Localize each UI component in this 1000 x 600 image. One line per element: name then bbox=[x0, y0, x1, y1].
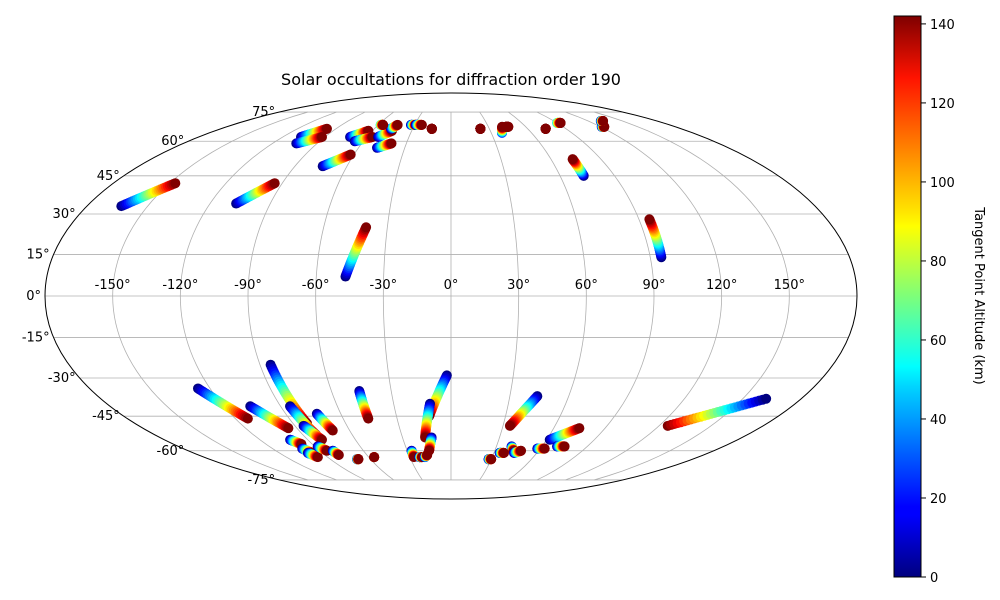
occultation-point bbox=[567, 154, 578, 165]
occultation-point bbox=[486, 454, 497, 465]
grid-meridian bbox=[565, 111, 723, 481]
occultation-point bbox=[559, 441, 570, 452]
occultation-point bbox=[369, 452, 380, 463]
occultation-point bbox=[363, 413, 374, 424]
occultation-point bbox=[422, 450, 433, 461]
lat-tick-label: 15° bbox=[27, 247, 50, 262]
lat-tick-label: -75° bbox=[247, 473, 275, 488]
lon-tick-label: -150° bbox=[95, 278, 131, 293]
occultation-point bbox=[242, 413, 253, 424]
occultation-point bbox=[312, 452, 323, 463]
graticule bbox=[45, 111, 857, 481]
map-boundary bbox=[44, 92, 858, 500]
occultation-point bbox=[555, 117, 566, 128]
occultation-point bbox=[475, 123, 486, 134]
lon-tick-label: -30° bbox=[369, 278, 397, 293]
occultation-point bbox=[283, 423, 294, 434]
grid-meridian bbox=[536, 111, 655, 481]
occultation-point bbox=[327, 425, 338, 436]
lat-tick-label: 60° bbox=[161, 134, 184, 149]
colorbar: 0 20 40 60 80 100 120 140 Tangent Point Altitud… bbox=[893, 15, 986, 586]
colorbar-tick-label: 120 bbox=[930, 97, 955, 112]
grid-meridian bbox=[315, 111, 394, 481]
lat-tick-label: 45° bbox=[97, 169, 120, 184]
occultation-point bbox=[574, 423, 585, 434]
occultation-point bbox=[386, 138, 397, 149]
lon-tick-label: 0° bbox=[444, 278, 459, 293]
occultation-point bbox=[321, 123, 332, 134]
grid-meridian bbox=[112, 111, 308, 481]
colorbar-tick-label: 20 bbox=[930, 492, 947, 507]
lon-tick-label: 60° bbox=[575, 278, 598, 293]
colorbar-label: Tangent Point Altitude (km) bbox=[971, 206, 986, 384]
lat-tick-label: 30° bbox=[53, 207, 76, 222]
lon-tick-label: -60° bbox=[302, 278, 330, 293]
grid-meridian bbox=[594, 111, 790, 481]
colorbar-tick-label: 60 bbox=[930, 334, 947, 349]
occultation-point bbox=[317, 131, 328, 142]
occultation-point bbox=[761, 393, 772, 404]
colorbar-gradient bbox=[893, 15, 922, 578]
colorbar-tick-label: 0 bbox=[930, 571, 938, 586]
occultation-point bbox=[539, 443, 550, 454]
lon-tick-label: 120° bbox=[706, 278, 737, 293]
occultation-point bbox=[378, 119, 389, 130]
colorbar-tick-label: 140 bbox=[930, 18, 955, 33]
grid-meridian bbox=[382, 111, 423, 481]
grid-meridian bbox=[179, 111, 337, 481]
lon-tick-label: -90° bbox=[234, 278, 262, 293]
lon-tick-label: 30° bbox=[507, 278, 530, 293]
colorbar-ticks: 0 20 40 60 80 100 120 140 bbox=[921, 18, 955, 586]
occultation-point bbox=[426, 123, 437, 134]
occultation-point bbox=[361, 222, 372, 233]
colorbar-tick-label: 100 bbox=[930, 176, 955, 191]
grid-meridian bbox=[247, 111, 366, 481]
occultation-point bbox=[504, 420, 515, 431]
lat-tick-label: -30° bbox=[48, 371, 76, 386]
occultation-point bbox=[598, 116, 609, 127]
occultation-point bbox=[416, 119, 427, 130]
grid-meridian bbox=[508, 111, 587, 481]
occultation-point bbox=[540, 123, 551, 134]
occultation-point bbox=[269, 178, 280, 189]
occultation-point bbox=[516, 445, 527, 456]
lon-tick-label: -120° bbox=[162, 278, 198, 293]
occultation-points bbox=[116, 116, 772, 465]
occultation-point bbox=[498, 447, 509, 458]
chart-title: Solar occultations for diffraction order… bbox=[281, 70, 621, 89]
occultation-point bbox=[353, 454, 364, 465]
lat-tick-label: 0° bbox=[26, 289, 41, 304]
lat-tick-label: -15° bbox=[22, 331, 50, 346]
lon-tick-label: 150° bbox=[774, 278, 805, 293]
occultation-point bbox=[644, 214, 655, 225]
occultation-point bbox=[170, 178, 181, 189]
occultation-point bbox=[392, 119, 403, 130]
occultation-point bbox=[333, 450, 344, 461]
colorbar-tick-label: 40 bbox=[930, 413, 947, 428]
occultation-point bbox=[503, 121, 514, 132]
lon-tick-label: 90° bbox=[642, 278, 665, 293]
occultation-point bbox=[345, 149, 356, 160]
lat-tick-label: 75° bbox=[252, 105, 275, 120]
axis-tick-labels: -150° -120° -90° -60° -30° 0° 30° 60° 90° 120° 150… bbox=[22, 105, 805, 488]
lat-tick-label: -60° bbox=[157, 444, 185, 459]
lat-tick-label: -45° bbox=[92, 409, 120, 424]
colorbar-tick-label: 80 bbox=[930, 255, 947, 270]
grid-meridian bbox=[479, 111, 520, 481]
